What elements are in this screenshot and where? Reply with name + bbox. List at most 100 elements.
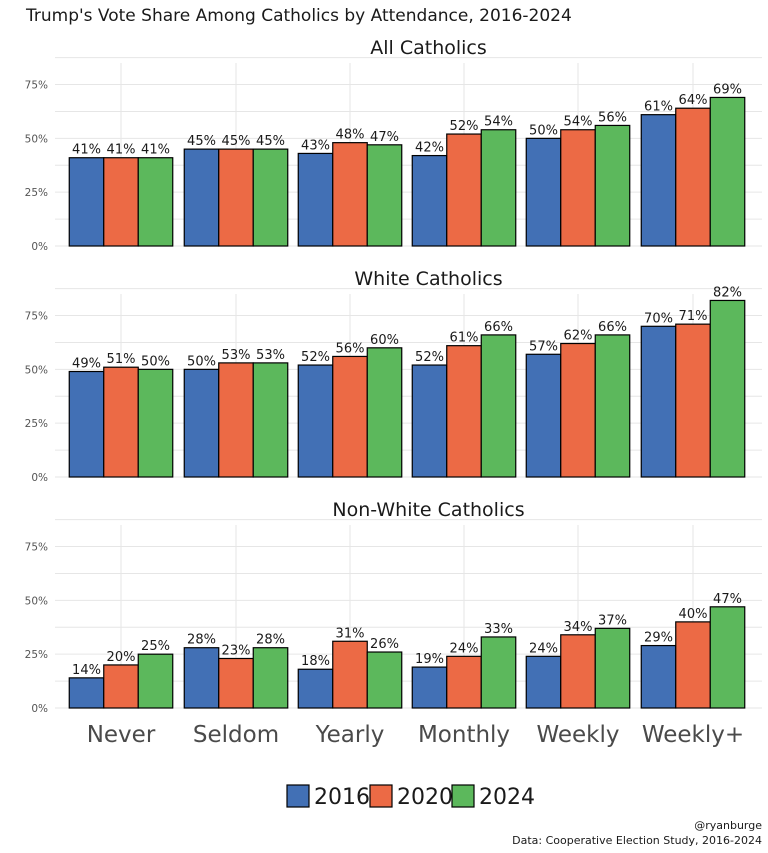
legend-swatch <box>286 784 310 808</box>
data-label: 56% <box>598 110 627 125</box>
y-tick-label: 50% <box>25 364 48 376</box>
bar-yearly-2024 <box>366 144 403 247</box>
data-label: 66% <box>598 320 627 335</box>
bar-never-2020 <box>103 664 139 709</box>
bar-never-2016 <box>68 370 105 478</box>
chart-title: Trump's Vote Share Among Catholics by At… <box>25 6 572 26</box>
data-label: 34% <box>564 620 593 635</box>
bar-weekly-2024 <box>594 124 631 247</box>
y-tick-label: 75% <box>25 80 48 92</box>
data-label: 14% <box>72 663 101 678</box>
bar-weekly-2020 <box>560 129 596 247</box>
data-label: 61% <box>644 100 673 115</box>
bar-never-2024 <box>137 157 174 247</box>
bar-never-2024 <box>137 368 174 478</box>
bar-seldom-2020 <box>218 657 254 709</box>
bar-seldom-2020 <box>218 362 254 478</box>
bar-seldom-2016 <box>183 368 220 478</box>
y-tick-label: 25% <box>25 649 48 661</box>
data-label: 45% <box>256 134 285 149</box>
data-label: 54% <box>484 115 513 130</box>
y-tick-label: 0% <box>31 472 48 484</box>
legend-swatch <box>369 784 393 808</box>
y-tick-label: 50% <box>25 133 48 145</box>
data-label: 33% <box>484 622 513 637</box>
data-label: 37% <box>598 613 627 628</box>
bar-monthly-2024 <box>480 636 517 709</box>
data-label: 48% <box>336 128 365 143</box>
panels: All Catholics 0% 25% 50% 75% 41% 41% 41% 45% 45% 4… <box>25 37 762 715</box>
data-label: 50% <box>141 354 170 369</box>
legend-label: 2020 <box>397 785 453 810</box>
bar-weekly-2024 <box>594 627 631 709</box>
bar-seldom-2024 <box>252 647 289 709</box>
x-tick-label-never: Never <box>87 722 156 748</box>
data-label: 28% <box>187 633 216 648</box>
bar-weekly-2024 <box>594 334 631 478</box>
data-label: 31% <box>336 626 365 641</box>
data-label: 24% <box>450 641 479 656</box>
bar-weekly-2016 <box>640 114 677 247</box>
y-tick-label: 50% <box>25 595 48 607</box>
bar-yearly-2024 <box>366 347 403 478</box>
data-label: 70% <box>644 311 673 326</box>
x-tick-label-monthly: Monthly <box>418 722 510 748</box>
bar-never-2020 <box>103 157 139 247</box>
data-label: 18% <box>301 654 330 669</box>
data-label: 45% <box>222 134 251 149</box>
bar-never-2016 <box>68 677 105 709</box>
bar-monthly-2016 <box>411 364 448 478</box>
data-label: 71% <box>679 309 708 324</box>
bar-weekly-2020 <box>560 342 596 478</box>
data-label: 53% <box>222 348 251 363</box>
data-label: 60% <box>370 333 399 348</box>
data-label: 25% <box>141 639 170 654</box>
bar-weekly-2016 <box>525 655 562 709</box>
bar-yearly-2016 <box>297 152 334 247</box>
bar-weekly-2016 <box>525 353 562 478</box>
data-label: 52% <box>415 350 444 365</box>
data-label: 26% <box>370 637 399 652</box>
data-label: 29% <box>644 631 673 646</box>
data-label: 47% <box>370 130 399 145</box>
data-label: 69% <box>713 82 742 97</box>
data-label: 52% <box>450 119 479 134</box>
bar-seldom-2024 <box>252 362 289 478</box>
caption-handle: @ryanburge <box>694 819 762 832</box>
data-label: 40% <box>679 607 708 622</box>
data-label: 54% <box>564 115 593 130</box>
data-label: 42% <box>415 141 444 156</box>
bar-weekly-2024 <box>709 606 746 709</box>
bar-never-2020 <box>103 366 139 478</box>
data-label: 41% <box>72 143 101 158</box>
bar-monthly-2020 <box>446 345 482 478</box>
bar-weekly-2020 <box>560 634 596 709</box>
data-label: 50% <box>529 123 558 138</box>
legend-label: 2024 <box>479 785 535 810</box>
bar-never-2024 <box>137 653 174 709</box>
data-label: 66% <box>484 320 513 335</box>
bar-weekly-2024 <box>709 96 746 247</box>
data-label: 56% <box>336 341 365 356</box>
data-label: 47% <box>713 592 742 607</box>
data-label: 20% <box>107 650 136 665</box>
data-label: 41% <box>107 143 136 158</box>
legend-label: 2016 <box>314 785 370 810</box>
data-label: 43% <box>301 138 330 153</box>
bar-weekly-2020 <box>675 621 711 709</box>
bar-yearly-2016 <box>297 668 334 709</box>
bar-weekly-2016 <box>640 644 677 709</box>
bar-weekly-2016 <box>525 137 562 247</box>
data-label: 19% <box>415 652 444 667</box>
data-label: 52% <box>301 350 330 365</box>
panel-white-catholics: White Catholics 0% 25% 50% 75% 49% 51% 50% 50% 53… <box>25 268 762 484</box>
bar-yearly-2020 <box>332 355 368 478</box>
y-tick-label: 0% <box>31 703 48 715</box>
y-tick-label: 25% <box>25 187 48 199</box>
data-label: 53% <box>256 348 285 363</box>
bar-seldom-2016 <box>183 647 220 709</box>
bar-weekly-2020 <box>675 107 711 247</box>
x-tick-label-weekly: Weekly <box>536 722 619 748</box>
bar-weekly-2024 <box>709 299 746 478</box>
bar-monthly-2020 <box>446 133 482 247</box>
